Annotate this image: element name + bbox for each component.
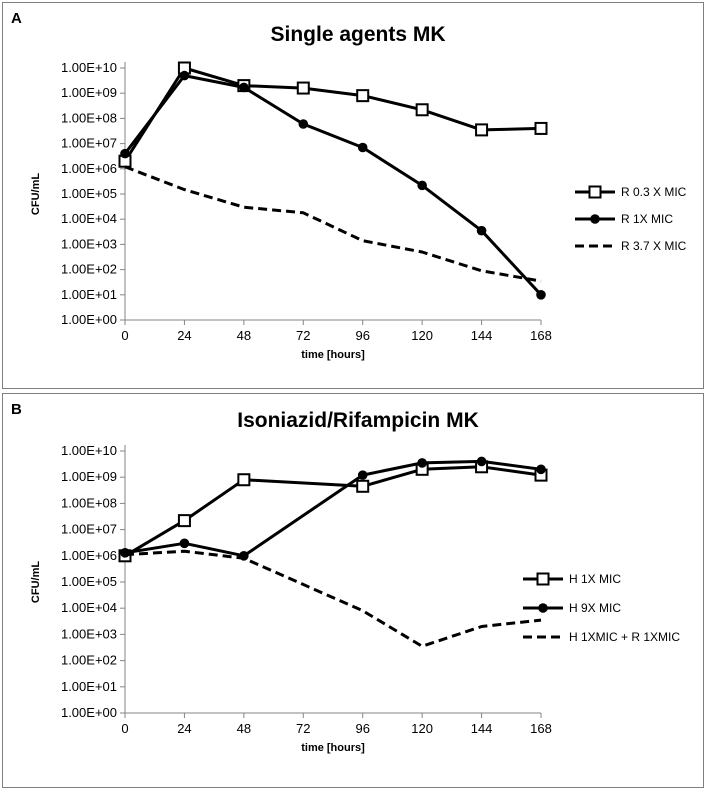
data-point (177, 514, 191, 528)
data-point (475, 123, 489, 137)
data-point (356, 89, 370, 103)
y-tick-label: 1.00E+02 (61, 262, 117, 277)
series-line-3 (124, 165, 542, 283)
x-axis-title: time [hours] (301, 349, 365, 361)
x-tick-label: 96 (355, 721, 369, 736)
legend-label: R 0.3 X MIC (621, 185, 687, 199)
data-point (357, 142, 368, 153)
data-point (417, 180, 427, 191)
chart-b-svg: B Isoniazid/Rifampicin MK 1.00E+00 1.00E+0… (11, 401, 680, 754)
data-point (536, 290, 546, 300)
legend-label: R 3.7 X MIC (621, 239, 687, 253)
x-tick-label: 96 (355, 328, 369, 343)
x-tick-label: 0 (121, 328, 128, 343)
y-tick-label: 1.00E+01 (61, 287, 117, 302)
x-tick-label: 24 (177, 328, 191, 343)
data-point (357, 470, 368, 480)
y-tick-label: 1.00E+04 (61, 211, 117, 226)
x-tick-label: 144 (471, 328, 493, 343)
y-tick-label: 1.00E+06 (61, 161, 117, 176)
y-tick-label: 1.00E+10 (61, 443, 117, 458)
x-tick-label: 72 (296, 721, 310, 736)
y-tick-label: 1.00E+07 (61, 136, 117, 151)
x-tick-label: 120 (411, 328, 433, 343)
series-line-3 (124, 549, 542, 648)
chart-a-svg: A Single agents MK 1.00E+00 1.00E+01 1.00E+… (11, 10, 687, 361)
y-tick-label: 1.00E+00 (61, 705, 117, 720)
y-tick-label: 1.00E+00 (61, 312, 117, 327)
data-point (120, 148, 130, 159)
y-axis-title: CFU/mL (30, 173, 42, 215)
legend-label: H 9X MIC (569, 601, 621, 615)
x-tick-label: 48 (237, 721, 251, 736)
y-tick-label: 1.00E+06 (61, 548, 117, 563)
data-point (298, 119, 309, 129)
panel-a-letter: A (11, 10, 22, 27)
x-tick-label: 0 (121, 721, 128, 736)
y-tick-label: 1.00E+03 (61, 236, 117, 251)
data-point (534, 121, 548, 135)
data-point (179, 538, 190, 549)
y-tick-label: 1.00E+08 (61, 495, 117, 510)
y-tick-label: 1.00E+05 (61, 186, 117, 201)
y-tick-label: 1.00E+03 (61, 626, 117, 641)
legend-marker (538, 603, 548, 613)
chart-title: Single agents MK (270, 23, 445, 46)
x-tick-label: 24 (177, 721, 191, 736)
panel-a: A Single agents MK 1.00E+00 1.00E+01 1.00E+… (2, 2, 704, 389)
data-point (476, 456, 487, 467)
x-tick-label: 144 (471, 721, 493, 736)
x-tick-label: 168 (530, 328, 552, 343)
data-point (356, 479, 370, 493)
data-point (536, 464, 546, 475)
data-point (120, 548, 130, 558)
chart-title: Isoniazid/Rifampicin MK (237, 409, 479, 432)
legend-label: H 1XMIC + R 1XMIC (569, 630, 680, 644)
y-axis-title: CFU/mL (30, 561, 42, 603)
data-point (415, 103, 429, 117)
y-tick-label: 1.00E+09 (61, 85, 117, 100)
x-tick-label: 168 (530, 721, 552, 736)
y-tick-label: 1.00E+02 (61, 653, 117, 668)
y-tick-label: 1.00E+07 (61, 522, 117, 537)
y-tick-label: 1.00E+01 (61, 679, 117, 694)
y-tick-label: 1.00E+04 (61, 600, 117, 615)
legend-marker (536, 572, 550, 586)
x-axis-title: time [hours] (301, 742, 365, 754)
x-tick-label: 120 (411, 721, 433, 736)
data-point (237, 473, 251, 487)
y-tick-label: 1.00E+10 (61, 60, 117, 75)
panel-b-letter: B (11, 401, 22, 418)
data-point (417, 458, 427, 468)
x-tick-label: 48 (237, 328, 251, 343)
y-tick-label: 1.00E+05 (61, 574, 117, 589)
legend-marker (590, 214, 600, 224)
data-point (239, 82, 249, 93)
series-line-1 (123, 66, 542, 163)
data-point (476, 225, 487, 236)
legend-marker (588, 185, 602, 199)
y-tick-label: 1.00E+09 (61, 469, 117, 484)
legend-label: H 1X MIC (569, 572, 621, 586)
data-point (179, 70, 190, 81)
data-point (296, 81, 310, 95)
x-tick-label: 72 (296, 328, 310, 343)
panel-b: B Isoniazid/Rifampicin MK 1.00E+00 1.00E+0… (2, 393, 704, 788)
y-tick-label: 1.00E+08 (61, 110, 117, 125)
series-line-2 (123, 74, 543, 296)
legend-label: R 1X MIC (621, 212, 673, 226)
